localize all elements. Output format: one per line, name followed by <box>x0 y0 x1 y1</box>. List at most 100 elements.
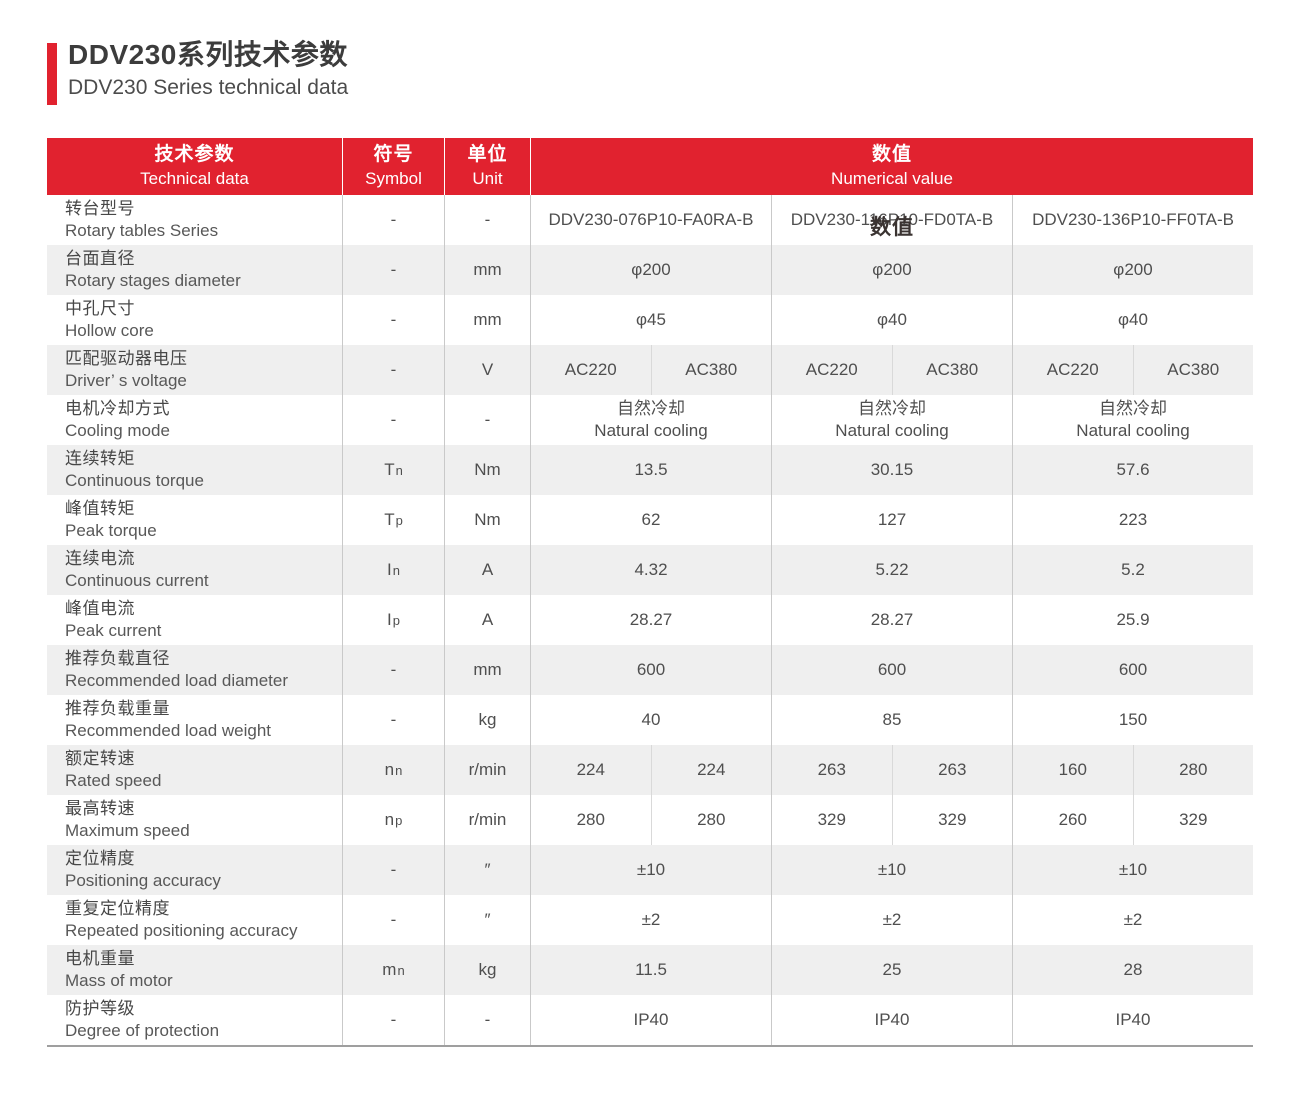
value-cell: 329 <box>1132 795 1254 845</box>
row-label-en: Rotary tables Series <box>65 221 219 240</box>
table-row: 重复定位精度 Repeated positioning accuracy - ″ ±2 ±… <box>47 895 1253 945</box>
symbol-text: - <box>390 210 397 229</box>
value-cell: 4.32 <box>531 545 771 595</box>
row-label-zh: 电机冷却方式 <box>65 399 170 418</box>
table-row: 额定转速 Rated speed n n r/min 224 224 263 263 160 280 <box>47 745 1253 795</box>
value-cell: 223 <box>1013 495 1253 545</box>
value-group: 150 <box>1012 695 1253 745</box>
unit-cell: mm <box>444 645 530 695</box>
value-group: 5.22 <box>771 545 1012 595</box>
row-label-zh: 最高转速 <box>65 799 135 818</box>
value-group: 329 329 <box>771 795 1012 845</box>
row-label-en: Cooling mode <box>65 421 170 440</box>
value-cell: 127 <box>772 495 1012 545</box>
value-text: DDV230-136P10-FF0TA-B <box>1032 210 1234 229</box>
value-cells: φ200 φ200 φ200 <box>530 245 1253 295</box>
table-row: 推荐负载直径 Recommended load diameter - mm 600 600… <box>47 645 1253 695</box>
value-group: IP40 <box>530 995 771 1045</box>
value-text: AC220 <box>805 360 858 379</box>
value-cell: 25 <box>772 945 1012 995</box>
page-title: DDV230系列技术参数 <box>68 39 348 70</box>
value-cell: 263 <box>772 745 892 795</box>
row-label-en: Recommended load weight <box>65 721 272 740</box>
value-cell: DDV230-136P10-FF0TA-B <box>1013 195 1253 245</box>
value-text: 224 <box>697 760 726 779</box>
row-label-zh: 转台型号 <box>65 199 135 218</box>
value-text: 25.9 <box>1116 610 1150 629</box>
unit-cell: mm <box>444 295 530 345</box>
value-text: AC220 <box>1046 360 1099 379</box>
row-label: 峰值转矩 Peak torque <box>47 495 342 545</box>
value-cells: DDV230-076P10-FA0RA-B DDV230-116P10-FD0TA… <box>530 195 1253 245</box>
value-cell: 28.27 <box>772 595 1012 645</box>
value-text: IP40 <box>633 1010 669 1029</box>
title-accent-bar <box>47 43 57 105</box>
symbol-text: - <box>390 710 397 729</box>
value-group: ±2 <box>771 895 1012 945</box>
value-group: 600 <box>771 645 1012 695</box>
row-label: 中孔尺寸 Hollow core <box>47 295 342 345</box>
value-group: 600 <box>530 645 771 695</box>
value-cell: 224 <box>531 745 651 795</box>
symbol-cell: - <box>342 245 444 295</box>
symbol-text: n <box>384 760 395 779</box>
value-text: 150 <box>1118 710 1148 729</box>
symbol-text: T <box>384 460 395 479</box>
value-cell: 600 <box>1013 645 1253 695</box>
value-group: AC220 AC380 <box>1012 345 1253 395</box>
value-text: AC380 <box>685 360 738 379</box>
value-cells: 40 85 150 <box>530 695 1253 745</box>
value-text: 263 <box>938 760 967 779</box>
row-label-zh: 连续转矩 <box>65 449 135 468</box>
table-row: 电机重量 Mass of motor m n kg 11.5 25 28 <box>47 945 1253 995</box>
row-label-en: Peak torque <box>65 521 157 540</box>
value-text: ±2 <box>641 910 661 929</box>
value-group: φ40 <box>1012 295 1253 345</box>
table-row: 中孔尺寸 Hollow core - mm φ45 φ40 φ40 <box>47 295 1253 345</box>
header-numerical-value-en: Numerical value <box>831 168 953 188</box>
value-group: 600 <box>1012 645 1253 695</box>
value-group: 25 <box>771 945 1012 995</box>
value-cells: 62 127 223 <box>530 495 1253 545</box>
value-text: ±2 <box>882 910 902 929</box>
row-label-en: Recommended load diameter <box>65 671 289 690</box>
row-label-en: Rotary stages diameter <box>65 271 241 290</box>
symbol-cell: - <box>342 345 444 395</box>
value-cells: 自然冷却 Natural cooling 自然冷却 Natural cooling 自然… <box>530 395 1253 445</box>
value-group: 28.27 <box>530 595 771 645</box>
row-label: 电机冷却方式 Cooling mode <box>47 395 342 445</box>
value-cell: 280 <box>531 795 651 845</box>
row-label: 推荐负载直径 Recommended load diameter <box>47 645 342 695</box>
header-numerical-value-zh: 数值 <box>871 143 912 165</box>
header-technical-data: 技术参数 Technical data <box>47 138 342 195</box>
value-group: φ200 <box>530 245 771 295</box>
value-cell: 280 <box>650 795 772 845</box>
value-cell: AC380 <box>891 345 1013 395</box>
value-cell: AC380 <box>650 345 772 395</box>
row-label-en: Maximum speed <box>65 821 190 840</box>
value-text: AC380 <box>926 360 979 379</box>
table-row: 电机冷却方式 Cooling mode - - 自然冷却 Natural cooling 自… <box>47 395 1253 445</box>
value-text: φ200 <box>872 260 912 279</box>
table-row: 转台型号 Rotary tables Series - - DDV230-076P10-… <box>47 195 1253 245</box>
row-label: 匹配驱动器电压 Driver’ s voltage <box>47 345 342 395</box>
value-cell: AC220 <box>531 345 651 395</box>
row-label-en: Mass of motor <box>65 971 173 990</box>
value-text: φ45 <box>636 310 666 329</box>
value-text: AC220 <box>564 360 617 379</box>
value-group: ±10 <box>771 845 1012 895</box>
value-cells: 600 600 600 <box>530 645 1253 695</box>
value-text: 600 <box>636 660 666 679</box>
header-numerical-value: 数值 Numerical value <box>530 138 1253 195</box>
row-label-zh: 定位精度 <box>65 849 135 868</box>
symbol-text: - <box>390 660 397 679</box>
value-cell: 260 <box>1013 795 1133 845</box>
symbol-cell: - <box>342 695 444 745</box>
value-text: 600 <box>877 660 907 679</box>
symbol-cell: - <box>342 845 444 895</box>
value-cell: 5.22 <box>772 545 1012 595</box>
row-label-zh: 峰值电流 <box>65 599 135 618</box>
value-cell: 85 <box>772 695 1012 745</box>
